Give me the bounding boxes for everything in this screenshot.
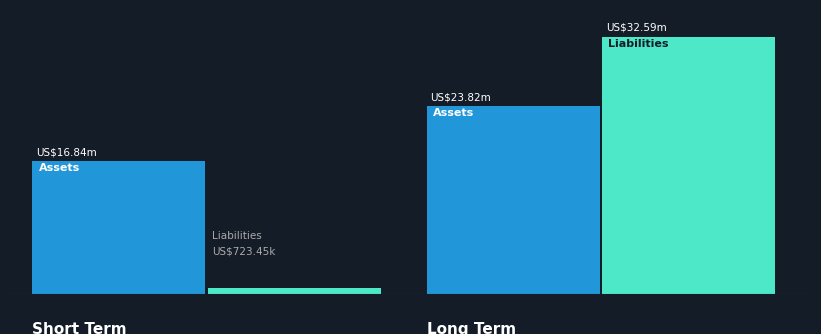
Text: Assets: Assets bbox=[39, 163, 80, 173]
Text: Liabilities: Liabilities bbox=[212, 231, 262, 241]
Bar bbox=[427, 106, 599, 294]
Text: US$23.82m: US$23.82m bbox=[430, 92, 491, 102]
Text: US$32.59m: US$32.59m bbox=[606, 23, 667, 33]
Text: Liabilities: Liabilities bbox=[608, 39, 669, 49]
Text: US$723.45k: US$723.45k bbox=[212, 247, 275, 257]
Bar bbox=[602, 37, 775, 294]
Text: Assets: Assets bbox=[433, 109, 475, 119]
Text: Long Term: Long Term bbox=[427, 322, 516, 334]
Bar bbox=[32, 161, 205, 294]
Bar bbox=[208, 288, 381, 294]
Text: US$16.84m: US$16.84m bbox=[36, 147, 97, 157]
Text: Short Term: Short Term bbox=[32, 322, 127, 334]
